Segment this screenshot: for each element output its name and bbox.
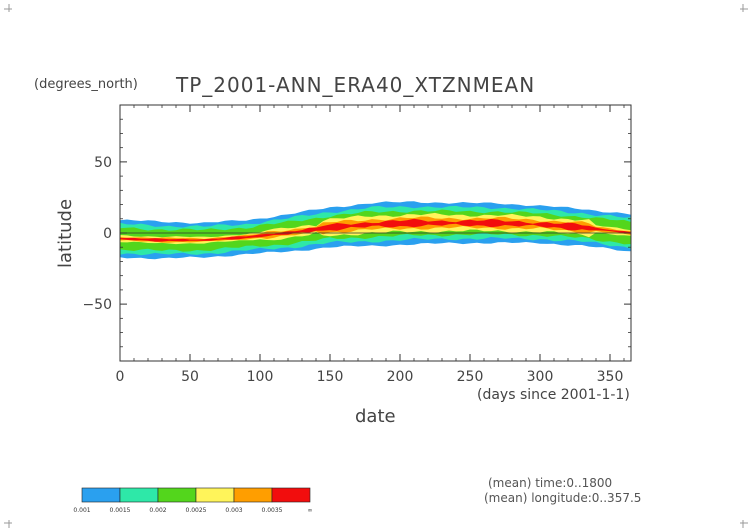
colorbar-swatch xyxy=(233,487,273,503)
colorbar-swatch xyxy=(119,487,159,503)
note-time: (mean) time:0..1800 xyxy=(488,476,612,490)
colorbar-swatch xyxy=(271,487,311,503)
x-axis-title: date xyxy=(355,406,396,427)
title-unit: (degrees_north) xyxy=(34,77,138,92)
colorbar-label: 0.002 xyxy=(149,507,166,514)
x-tick-label: 50 xyxy=(181,369,199,385)
colorbar-swatch xyxy=(157,487,197,503)
x-tick-label: 150 xyxy=(317,369,344,385)
colorbar-label: ∞ xyxy=(308,507,313,514)
colorbar: 0.001 0.0015 0.002 0.0025 0.003 0.0035 ∞ xyxy=(73,487,313,514)
y-tick-label: 0 xyxy=(103,226,112,242)
colorbar-swatch xyxy=(81,487,121,503)
y-axis: 50 0 −50 xyxy=(82,118,631,348)
y-tick-label: 50 xyxy=(94,155,112,171)
x-tick-label: 200 xyxy=(387,369,414,385)
x-axis-units: (days since 2001-1-1) xyxy=(477,387,630,403)
y-tick-label: −50 xyxy=(82,297,112,313)
x-tick-label: 350 xyxy=(597,369,624,385)
x-tick-label: 100 xyxy=(247,369,274,385)
corner-marks xyxy=(4,4,748,528)
colorbar-label: 0.003 xyxy=(225,507,242,514)
colorbar-swatch xyxy=(195,487,235,503)
colorbar-label: 0.0035 xyxy=(262,507,283,514)
colorbar-label: 0.001 xyxy=(73,507,90,514)
x-tick-label: 250 xyxy=(457,369,484,385)
note-longitude: (mean) longitude:0..357.5 xyxy=(484,491,641,505)
y-axis-title: latitude xyxy=(55,199,76,268)
x-tick-label: 300 xyxy=(527,369,554,385)
heat-contour-6 xyxy=(120,218,631,242)
heatmap-area xyxy=(120,201,631,260)
x-tick-label: 0 xyxy=(116,369,125,385)
colorbar-label: 0.0025 xyxy=(186,507,207,514)
chart-title: TP_2001-ANN_ERA40_XTZNMEAN xyxy=(175,73,535,97)
x-axis: 0 50 100 150 200 250 300 350 xyxy=(116,105,625,385)
colorbar-label: 0.0015 xyxy=(110,507,131,514)
